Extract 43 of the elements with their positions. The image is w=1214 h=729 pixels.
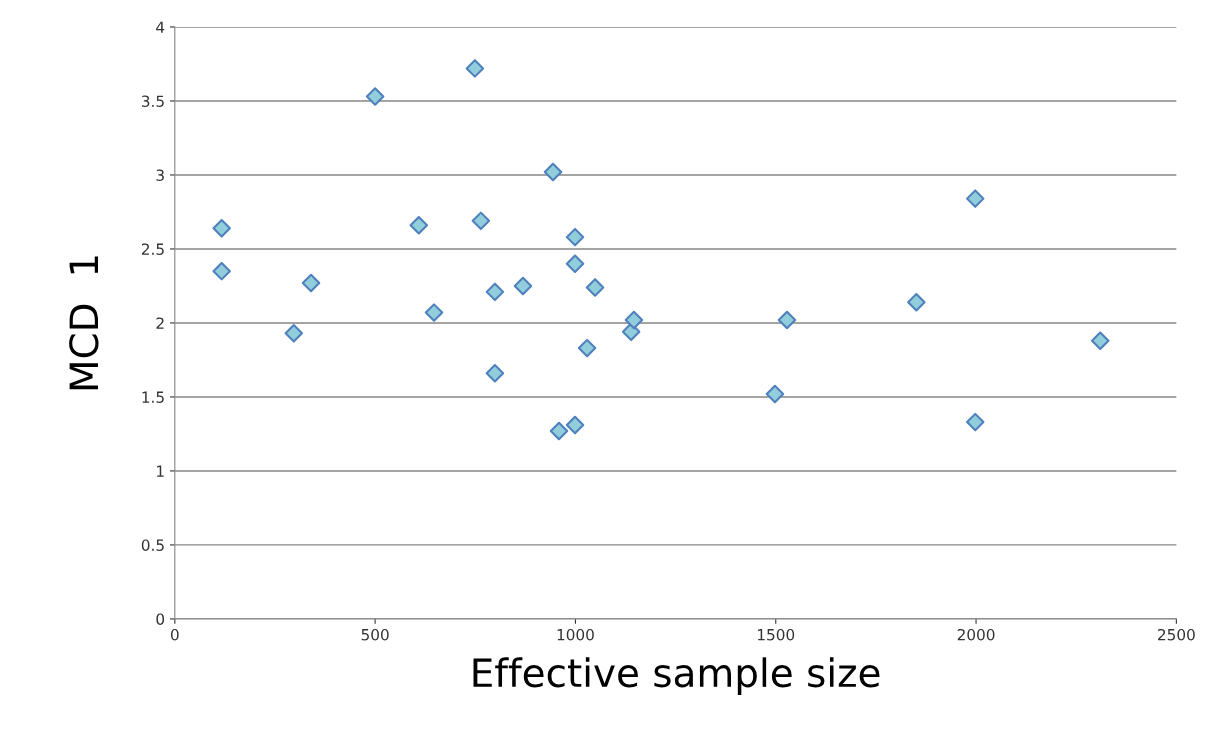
x-tick-label: 0	[170, 628, 179, 641]
point	[966, 412, 985, 432]
point	[1090, 331, 1110, 350]
point	[966, 189, 985, 208]
x-tick-label: 2500	[1158, 628, 1195, 641]
y-tick-label: 4	[156, 21, 165, 33]
point	[212, 218, 231, 238]
y-tick-label: 2	[156, 317, 164, 329]
x-tick-label: 1000	[557, 628, 594, 641]
point	[212, 261, 231, 281]
y-tick-label: 2.5	[141, 243, 164, 255]
point	[465, 59, 485, 78]
point	[543, 162, 563, 182]
point	[585, 278, 605, 297]
point	[365, 87, 385, 106]
y-tick-label: 0	[156, 613, 165, 625]
point	[301, 273, 321, 293]
point	[765, 384, 785, 404]
x-tick-label: 2000	[957, 628, 995, 641]
x-tick-label: 1500	[757, 628, 795, 641]
point	[624, 310, 644, 330]
y-tick-label: 0.5	[141, 539, 164, 551]
y-tick-label: 3.5	[141, 95, 164, 107]
y-tick-label: 3	[156, 169, 164, 181]
point	[485, 364, 505, 383]
point	[565, 415, 585, 435]
point	[565, 254, 585, 274]
point	[424, 303, 444, 322]
point	[565, 227, 585, 247]
x-tick-label: 500	[361, 628, 389, 641]
point	[577, 338, 597, 358]
y-tick-label: 1	[157, 465, 164, 477]
point	[284, 324, 304, 343]
y-axis-title: MCD 1	[69, 256, 99, 390]
point	[907, 292, 926, 312]
x-axis-title: Effective sample size	[473, 657, 880, 695]
point	[485, 282, 505, 302]
point	[549, 421, 569, 441]
point	[513, 276, 533, 296]
point	[471, 211, 491, 231]
point	[409, 216, 429, 235]
point	[777, 310, 797, 330]
y-tick-label: 1.5	[142, 391, 164, 403]
